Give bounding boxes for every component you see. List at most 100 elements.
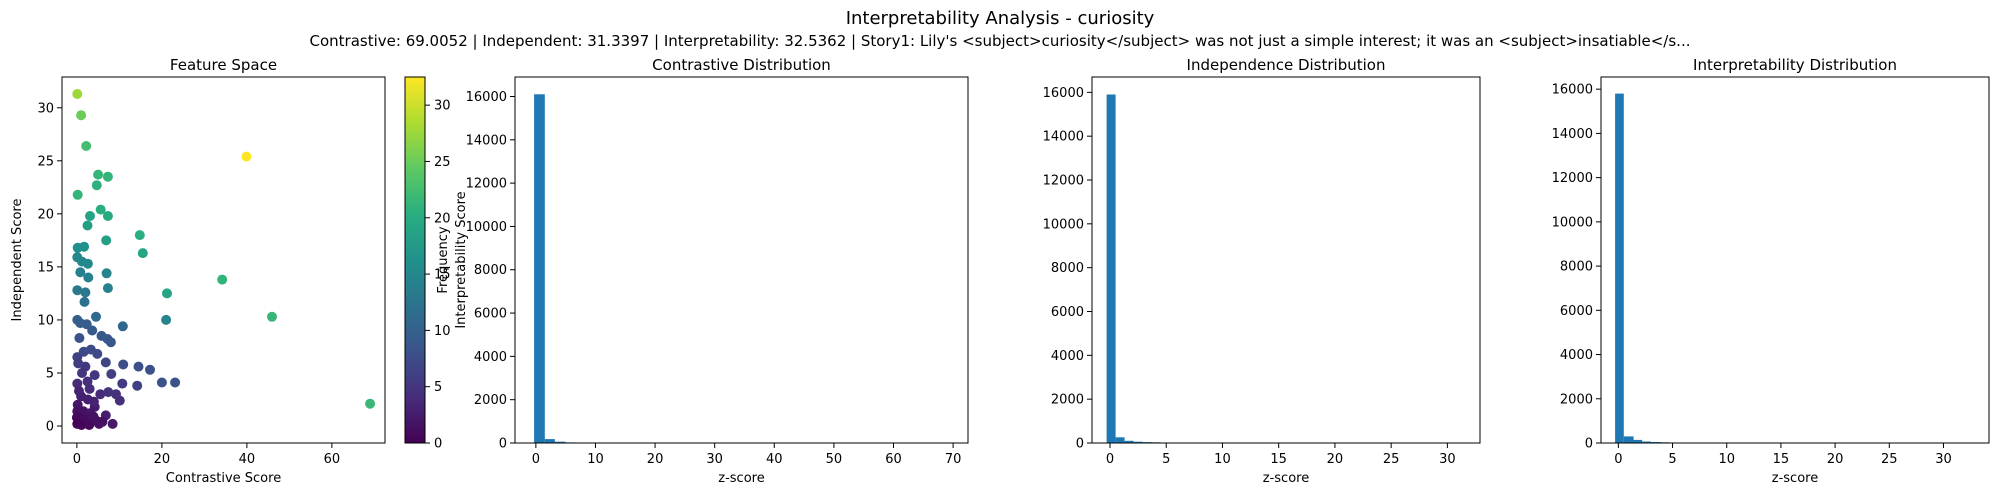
scatter-point-61 xyxy=(103,387,114,398)
chart-title: Feature Space xyxy=(170,56,277,74)
y-tick-label: 4000 xyxy=(1560,348,1593,363)
y-tick-label: 6000 xyxy=(1560,304,1593,319)
scatter-point-5 xyxy=(102,171,113,182)
x-tick-label: 20 xyxy=(154,452,171,467)
scatter-point-82 xyxy=(82,376,93,387)
chart-panels: 0 20 40 60 0 5 10 15 20 25 30 Feature Space Contrast… xyxy=(10,56,1990,486)
scatter-point-10 xyxy=(85,211,95,221)
y-tick-label: 6000 xyxy=(474,307,507,322)
axes-frame xyxy=(1091,76,1481,444)
x-axis-label: z-score xyxy=(1263,471,1309,486)
y-tick-label: 2000 xyxy=(1051,393,1084,408)
axes-frame xyxy=(514,76,969,444)
scatter-point-64 xyxy=(365,398,376,409)
histogram-bar-2 xyxy=(554,441,566,443)
colorbar-tick-label: 15 xyxy=(434,268,451,283)
x-tick-label: 15 xyxy=(1270,452,1287,467)
scatter-point-2 xyxy=(81,141,92,151)
x-tick-label: 20 xyxy=(1327,452,1344,467)
y-tick-label: 2000 xyxy=(1560,392,1593,407)
colorbar-tick-label: 0 xyxy=(434,437,442,452)
x-tick-label: 20 xyxy=(647,452,664,467)
x-tick-label: 10 xyxy=(587,452,604,467)
y-tick-label: 14000 xyxy=(1552,127,1593,142)
colorbar-gradient xyxy=(404,76,426,444)
x-tick-label: 25 xyxy=(1383,452,1400,467)
x-tick-label: 5 xyxy=(1162,452,1170,467)
x-tick-label: 70 xyxy=(945,452,962,467)
y-tick-label: 20 xyxy=(37,207,54,222)
histogram-bar-0 xyxy=(534,94,545,444)
scatter-point-8 xyxy=(95,204,106,215)
x-tick-label: 30 xyxy=(706,452,723,467)
scatter-point-28 xyxy=(79,296,90,307)
scatter-point-47 xyxy=(133,361,144,372)
scatter-point-0 xyxy=(72,89,83,99)
scatter-point-12 xyxy=(134,230,145,241)
scatter-point-54 xyxy=(156,377,167,388)
chart-title: Interpretability Distribution xyxy=(1693,56,1897,74)
scatter-point-40 xyxy=(74,333,85,343)
scatter-point-19 xyxy=(82,258,93,269)
histogram-bar-0 xyxy=(1615,93,1624,443)
scatter-point-27 xyxy=(162,288,172,299)
y-tick-label: 25 xyxy=(37,154,54,169)
chart-panel-2: 0 10 20 30 40 50 60 700200040006000800010000120… xyxy=(436,56,969,486)
scatter-point-25 xyxy=(72,285,83,296)
scatter-point-48 xyxy=(145,364,155,375)
scatter-point-1 xyxy=(76,110,87,121)
x-tick-label: 25 xyxy=(1881,452,1898,467)
x-tick-label: 40 xyxy=(766,452,783,467)
scatter-point-20 xyxy=(75,267,86,278)
histogram-bar-1 xyxy=(1115,437,1125,443)
y-tick-label: 8000 xyxy=(1051,261,1084,276)
x-tick-label: 0 xyxy=(532,452,540,467)
y-tick-label: 12000 xyxy=(1552,171,1593,186)
scatter-point-29 xyxy=(267,311,277,322)
y-tick-label: 12000 xyxy=(1043,174,1084,189)
x-tick-label: 60 xyxy=(885,452,902,467)
y-tick-label: 6000 xyxy=(1051,305,1084,320)
histogram-bar-3 xyxy=(1642,441,1651,443)
x-tick-label: 20 xyxy=(1827,452,1844,467)
histogram-bar-1 xyxy=(544,439,555,443)
scatter-point-59 xyxy=(95,389,106,400)
y-tick-label: 0 xyxy=(1585,437,1593,452)
y-tick-label: 2000 xyxy=(474,393,507,408)
y-tick-label: 4000 xyxy=(474,350,507,365)
chart-panel-4: 0 5 10 15 20 25 30 0 2000 4000 6000 8000 10000 12000 1… xyxy=(1552,56,1990,486)
x-axis-label: z-score xyxy=(1772,471,1818,486)
scatter-point-55 xyxy=(132,380,143,391)
histogram-bar-2 xyxy=(1633,439,1643,443)
x-tick-label: 15 xyxy=(1773,452,1790,467)
scatter-point-23 xyxy=(217,274,228,285)
y-tick-label: 5 xyxy=(46,366,54,381)
scatter-point-14 xyxy=(137,248,148,259)
x-tick-label: 10 xyxy=(1214,452,1231,467)
y-tick-label: 15 xyxy=(37,260,54,275)
x-axis-label: z-score xyxy=(718,471,764,486)
x-tick-label: 40 xyxy=(239,452,256,467)
chart-title: Contrastive Distribution xyxy=(652,56,831,74)
scatter-point-6 xyxy=(91,180,102,191)
y-tick-label: 16000 xyxy=(466,90,507,105)
scatter-point-52 xyxy=(106,369,117,379)
y-tick-label: 12000 xyxy=(466,177,507,192)
x-tick-label: 10 xyxy=(1718,452,1735,467)
y-tick-label: 0 xyxy=(1076,437,1084,452)
figure-subtitle: Contrastive: 69.0052 | Independent: 31.3… xyxy=(310,32,1691,50)
colorbar-label: Interpretability Score xyxy=(454,191,469,328)
colorbar: 0 5 10 15 20 25 30 Interpretability Score xyxy=(404,76,469,452)
axes-frame xyxy=(1600,76,1990,444)
chart-title: Independence Distribution xyxy=(1187,56,1386,74)
scatter-point-36 xyxy=(117,321,128,332)
scatter-point-78 xyxy=(84,420,95,430)
x-tick-label: 0 xyxy=(1614,452,1622,467)
x-tick-label: 0 xyxy=(73,452,81,467)
scatter-point-80 xyxy=(107,418,118,429)
y-axis-label: Independent Score xyxy=(10,199,25,322)
x-tick-label: 60 xyxy=(324,452,341,467)
scatter-point-83 xyxy=(73,358,84,369)
y-tick-label: 10 xyxy=(37,313,54,328)
